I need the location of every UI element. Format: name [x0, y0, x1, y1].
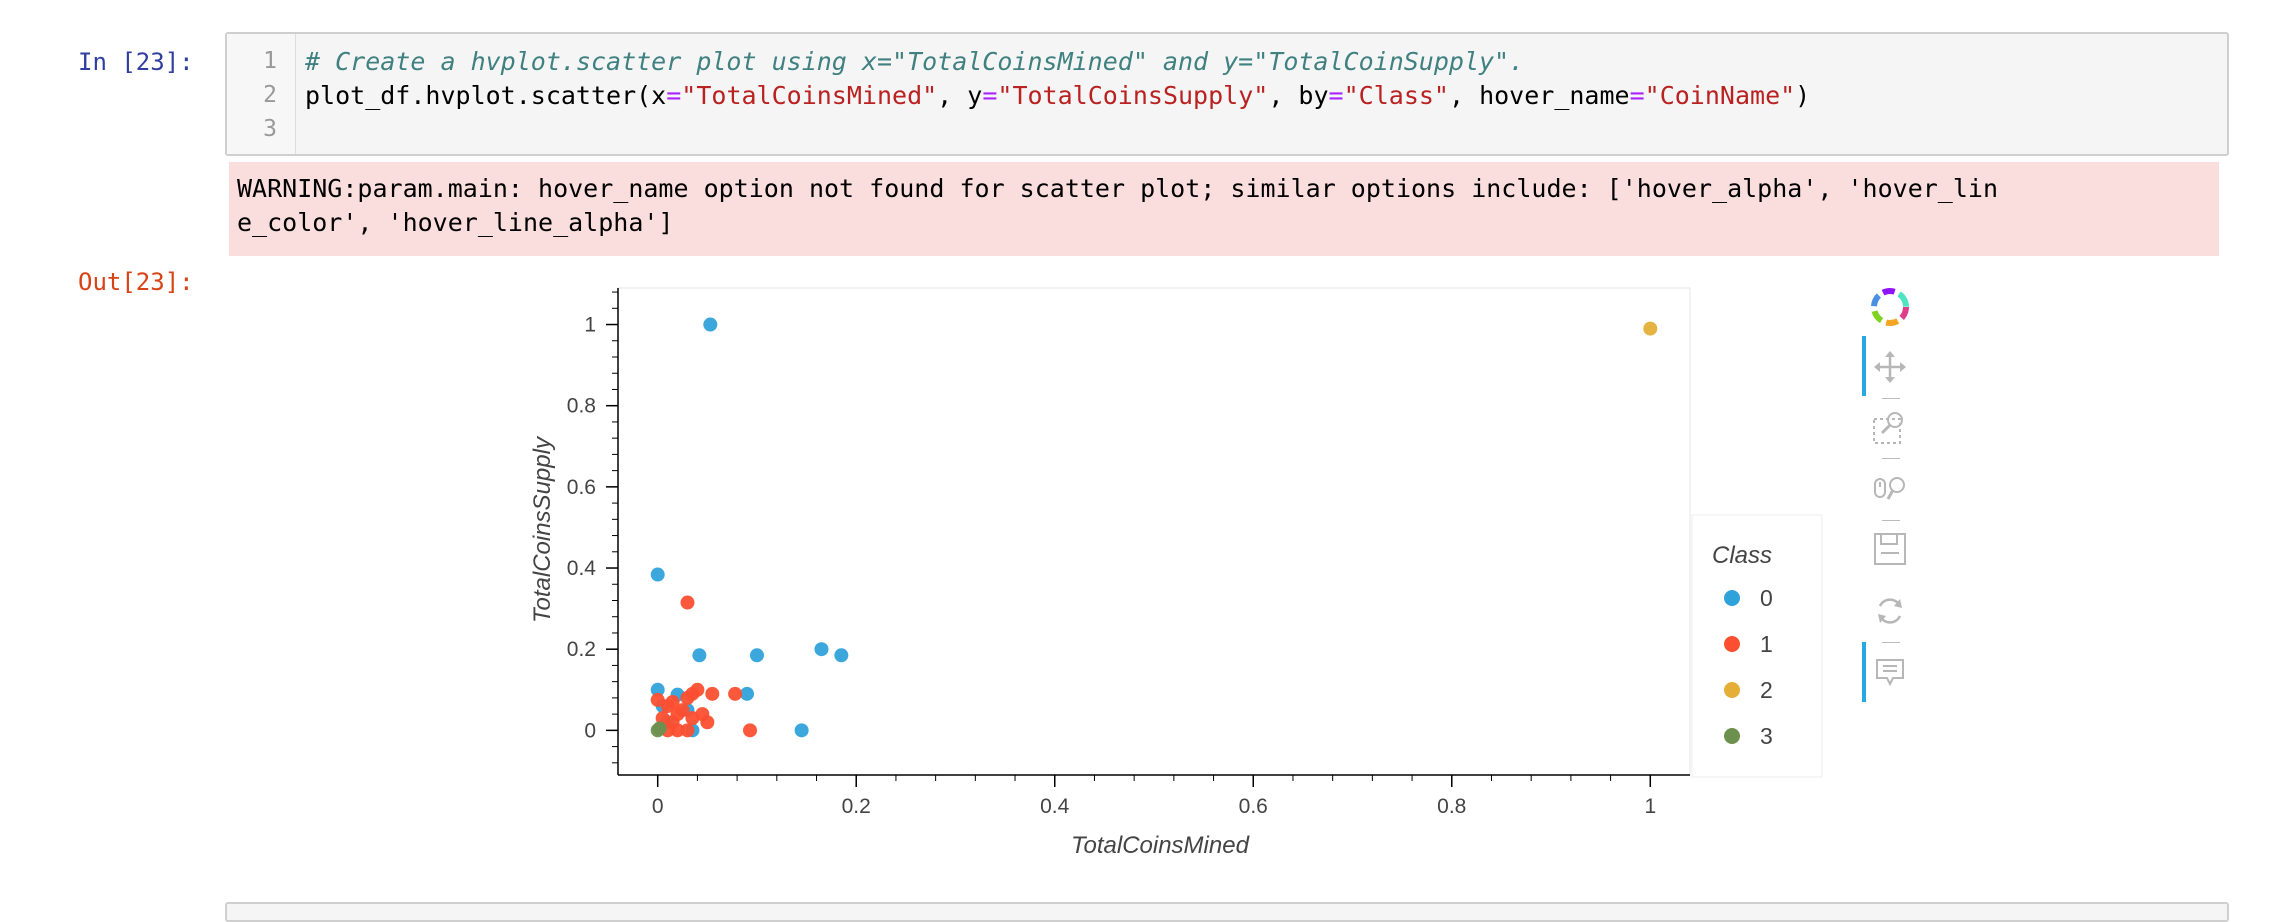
code-cell-input[interactable]: 1 2 3 # Create a hvplot.scatter plot usi… [225, 32, 2229, 156]
legend[interactable]: Class 0 1 2 3 [1691, 514, 1823, 778]
code-token: "TotalCoinsSupply" [997, 81, 1269, 110]
tool-separator [1882, 398, 1900, 399]
y-axis-label: TotalCoinsSupply [529, 435, 556, 623]
scatter-plot-svg[interactable]: 0 0.2 0.4 0.6 0.8 1 0 0.2 0.4 0.6 0.8 1 TotalCoins… [420, 280, 1920, 880]
x-tick-label: 0 [652, 795, 664, 818]
data-point-class-0[interactable] [834, 648, 849, 663]
data-point-class-0[interactable] [740, 686, 755, 701]
legend-label-class-1[interactable]: 1 [1760, 631, 1773, 657]
warning-line: WARNING:param.main: hover_name option no… [237, 174, 1998, 203]
data-point-class-1[interactable] [705, 686, 720, 701]
y-tick-label: 0.2 [567, 638, 596, 661]
data-point-class-1[interactable] [743, 723, 758, 738]
wheel-zoom-icon[interactable] [1860, 464, 1920, 514]
code-token: , hover_name [1448, 81, 1630, 110]
data-point-class-1[interactable] [690, 682, 705, 697]
legend-label-class-0[interactable]: 0 [1760, 585, 1773, 611]
code-token: , by [1268, 81, 1329, 110]
line-number: 3 [263, 116, 277, 142]
code-token: "CoinName" [1644, 81, 1796, 110]
y-tick-label: 1 [584, 314, 596, 337]
data-points[interactable] [650, 317, 1658, 738]
y-tick-label: 0.4 [567, 557, 597, 580]
line-number: 1 [263, 48, 277, 74]
output-prompt: Out[23]: [78, 268, 194, 296]
x-tick-label: 0.4 [1040, 795, 1070, 818]
code-comment-line: # Create a hvplot.scatter plot using x="… [305, 47, 1525, 76]
tool-separator [1882, 458, 1900, 459]
code-token: ) [1795, 81, 1811, 110]
x-tick-label: 0.6 [1239, 795, 1268, 818]
legend-marker-class-1[interactable] [1724, 636, 1740, 652]
code-token: = [1328, 81, 1344, 110]
y-axis-ticks: 0 0.2 0.4 0.6 0.8 1 [567, 291, 618, 764]
data-point-class-1[interactable] [728, 686, 743, 701]
legend-marker-class-2[interactable] [1724, 682, 1740, 698]
warning-line: e_color', 'hover_line_alpha'] [237, 208, 674, 237]
legend-box [1691, 514, 1823, 778]
line-number-gutter: 1 2 3 [227, 34, 296, 154]
data-point-class-1[interactable] [680, 595, 695, 610]
legend-marker-class-3[interactable] [1724, 728, 1740, 744]
data-point-class-3[interactable] [652, 721, 667, 736]
data-point-class-0[interactable] [749, 648, 764, 663]
data-point-class-1[interactable] [680, 723, 695, 738]
code-token: "TotalCoinsMined" [681, 81, 938, 110]
x-tick-label: 0.2 [842, 795, 871, 818]
data-point-class-0[interactable] [703, 317, 718, 332]
y-tick-label: 0.6 [567, 476, 596, 499]
data-point-class-1[interactable] [700, 715, 715, 730]
code-call-line: plot_df.hvplot.scatter(x="TotalCoinsMine… [305, 81, 1810, 110]
tool-separator [1882, 520, 1900, 521]
data-point-class-1[interactable] [675, 703, 690, 718]
tool-active-indicator [1862, 336, 1866, 396]
stderr-warning-output: WARNING:param.main: hover_name option no… [229, 162, 2219, 256]
bokeh-logo-icon[interactable] [1860, 282, 1920, 332]
x-axis-label: TotalCoinsMined [1071, 832, 1250, 859]
tool-active-indicator [1862, 642, 1866, 702]
tool-separator [1882, 642, 1900, 643]
box-zoom-icon[interactable] [1860, 402, 1920, 452]
input-prompt: In [23]: [78, 48, 194, 76]
plot-frame [617, 287, 1691, 776]
code-token: , y [937, 81, 983, 110]
plot-toolbar[interactable] [1860, 280, 1920, 720]
legend-items[interactable]: 0 1 2 3 [1724, 585, 1773, 749]
data-point-class-0[interactable] [692, 648, 707, 663]
data-point-class-0[interactable] [814, 642, 829, 657]
data-point-class-1[interactable] [665, 694, 680, 709]
code-token: "Class" [1343, 81, 1449, 110]
data-point-class-1[interactable] [670, 723, 685, 738]
x-axis-ticks: 0 0.2 0.4 0.6 0.8 1 [652, 775, 1656, 818]
data-point-class-0[interactable] [650, 682, 665, 697]
data-point-class-1[interactable] [685, 711, 700, 726]
x-tick-label: 1 [1644, 795, 1656, 818]
code-token: plot_df.hvplot.scatter(x [305, 81, 667, 110]
pan-icon[interactable] [1860, 342, 1920, 392]
y-tick-label: 0 [584, 719, 596, 742]
y-tick-label: 0.8 [567, 395, 596, 418]
reset-icon[interactable] [1860, 586, 1920, 636]
data-point-class-0[interactable] [650, 567, 665, 582]
data-point-class-2[interactable] [1643, 321, 1658, 336]
next-code-cell[interactable] [225, 902, 2229, 922]
legend-marker-class-0[interactable] [1724, 590, 1740, 606]
legend-label-class-2[interactable]: 2 [1760, 677, 1773, 703]
code-token: = [1629, 81, 1645, 110]
legend-title: Class [1712, 542, 1772, 569]
data-point-class-0[interactable] [794, 723, 809, 738]
x-tick-label: 0.8 [1437, 795, 1466, 818]
hover-icon[interactable] [1860, 648, 1920, 698]
scatter-plot[interactable]: 0 0.2 0.4 0.6 0.8 1 0 0.2 0.4 0.6 0.8 1 TotalCoins… [420, 280, 1920, 880]
save-icon[interactable] [1860, 524, 1920, 574]
line-number: 2 [263, 82, 277, 108]
code-token: = [982, 81, 998, 110]
legend-label-class-3[interactable]: 3 [1760, 723, 1773, 749]
code-token: = [666, 81, 682, 110]
